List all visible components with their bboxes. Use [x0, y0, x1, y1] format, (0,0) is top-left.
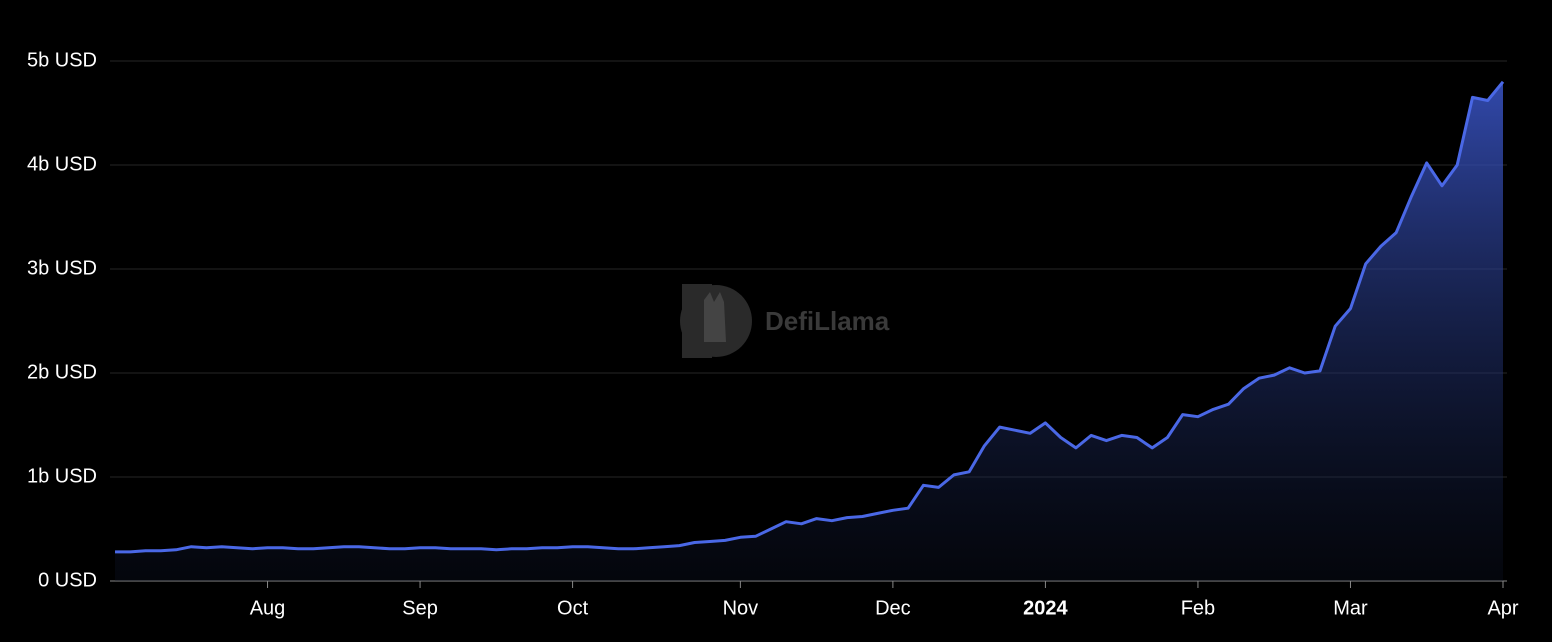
x-tick-label: Dec — [875, 597, 911, 619]
y-tick-label: 5b USD — [27, 49, 97, 71]
area — [115, 81, 1503, 582]
x-tick-label: Sep — [402, 597, 438, 619]
y-tick-label: 3b USD — [27, 257, 97, 279]
x-tick-label: Oct — [557, 597, 589, 619]
x-tick-label: 2024 — [1023, 597, 1068, 619]
watermark: DefiLlama — [765, 306, 890, 336]
watermark-logo — [680, 284, 752, 358]
x-tick-label: Feb — [1181, 597, 1215, 619]
y-tick-label: 0 USD — [38, 569, 97, 591]
line — [115, 80, 1505, 554]
x-tick-label: Mar — [1333, 597, 1368, 619]
y-tick-label: 2b USD — [27, 361, 97, 383]
x-tick-label: Aug — [250, 597, 286, 619]
x-tick-label: Apr — [1487, 597, 1518, 619]
y-tick-label: 4b USD — [27, 153, 97, 175]
y-tick-label: 1b USD — [27, 465, 97, 487]
x-tick-label: Nov — [723, 597, 759, 619]
